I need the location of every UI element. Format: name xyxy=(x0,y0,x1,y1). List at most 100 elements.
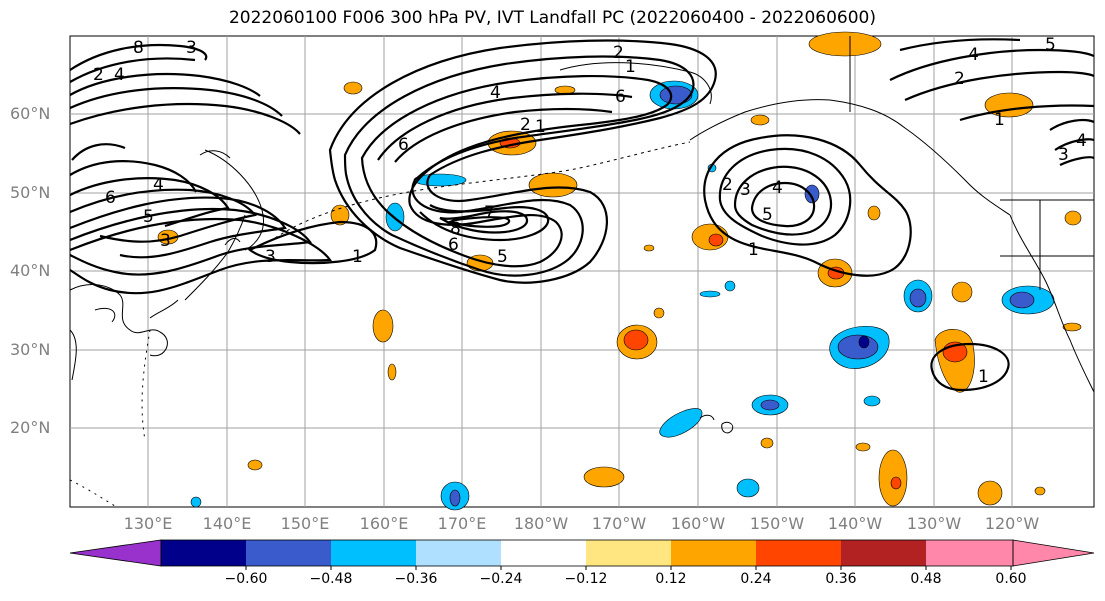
contour-label: 4 xyxy=(153,175,164,195)
contour-label: 6 xyxy=(105,188,116,208)
contour-label: 7 xyxy=(484,203,495,223)
lon-label: 140°E xyxy=(202,514,252,533)
lon-label: 170°W xyxy=(591,514,647,533)
pv-contour-15 xyxy=(446,216,511,228)
map-title: 2022060100 F006 300 hPa PV, IVT Landfall… xyxy=(228,8,876,28)
negative-anomaly xyxy=(190,496,202,508)
pv-contour-9 xyxy=(69,87,301,135)
colorbar-segment xyxy=(501,540,586,566)
colorbar-outline xyxy=(160,539,1014,567)
contour-label: 4 xyxy=(490,83,501,103)
positive-anomaly xyxy=(343,81,363,95)
contour-label: 2 xyxy=(954,69,965,89)
colorbar-tick-label: 0.48 xyxy=(910,571,942,587)
pv-contour-18 xyxy=(718,147,852,246)
colorbar-segment xyxy=(1011,540,1013,566)
positive-anomaly xyxy=(1034,486,1046,496)
contour-label: 1 xyxy=(978,367,989,387)
positive-anomaly xyxy=(890,476,902,490)
positive-anomaly xyxy=(583,466,625,488)
positive-anomaly xyxy=(708,233,724,247)
positive-anomaly xyxy=(855,442,871,452)
pv-contour-5 xyxy=(69,177,230,228)
pv-contour-11 xyxy=(343,55,695,277)
positive-anomaly xyxy=(330,204,350,226)
positive-anomaly xyxy=(867,205,881,221)
pv-contour-13 xyxy=(377,92,633,242)
negative-anomaly xyxy=(699,290,721,298)
contour-label: 3 xyxy=(160,231,171,251)
contour-label: 2 xyxy=(93,65,104,85)
contour-label: 2 xyxy=(722,175,733,195)
ivt-shading xyxy=(157,31,1082,511)
contour-label: 3 xyxy=(265,247,276,267)
positive-anomaly xyxy=(1064,210,1082,226)
lat-label: 20°N xyxy=(10,418,51,437)
contour-label: 5 xyxy=(762,205,773,225)
pv-contour-3 xyxy=(69,196,287,259)
contour-labels: 8 2 4 3 6 4 5 3 3 1 6 4 2 1 8 7 6 5 2 1 … xyxy=(93,35,1087,387)
negative-anomaly xyxy=(909,288,927,308)
colorbar-segment xyxy=(246,540,331,566)
pv-contour-14 xyxy=(394,107,613,234)
pv-contour-2 xyxy=(69,207,312,276)
contour-label: 1 xyxy=(748,240,759,260)
lon-label: 160°W xyxy=(670,514,726,533)
positive-anomaly xyxy=(643,244,655,252)
contour-label: 1 xyxy=(352,247,363,267)
pv-contour-17 xyxy=(703,134,912,277)
contour-label: 5 xyxy=(1045,35,1056,55)
negative-anomaly xyxy=(659,85,693,105)
negative-anomaly xyxy=(837,334,879,360)
contour-label: 4 xyxy=(1076,131,1087,151)
colorbar-segment xyxy=(926,540,1011,566)
lon-label: 180°W xyxy=(513,514,569,533)
contour-label: 5 xyxy=(143,207,154,227)
positive-anomaly xyxy=(653,307,665,319)
canada-border xyxy=(849,36,1094,290)
colorbar-segment xyxy=(331,540,416,566)
negative-anomaly xyxy=(659,408,703,438)
colorbar-tick-label: 0.12 xyxy=(655,571,687,587)
colorbar-segment xyxy=(161,540,246,566)
negative-anomaly xyxy=(804,184,820,204)
contour-label: 2 xyxy=(613,43,624,63)
lat-label: 60°N xyxy=(10,104,51,123)
pv-contour-16 xyxy=(247,220,378,265)
colorbar-extend-low xyxy=(69,539,162,567)
asia-coastline xyxy=(69,284,168,381)
hawaii-islands xyxy=(699,414,734,434)
pv-contour-1 xyxy=(69,217,332,295)
lon-label: 140°W xyxy=(827,514,883,533)
negative-anomaly xyxy=(736,478,760,498)
pv-contour-19 xyxy=(733,165,833,236)
colorbar-tick-label: 0.60 xyxy=(995,571,1027,587)
pv-contours xyxy=(69,38,1095,392)
lon-label: 150°W xyxy=(749,514,805,533)
colorbar-tick-label: 0.36 xyxy=(825,571,857,587)
positive-anomaly xyxy=(750,114,770,126)
contour-label: 1 xyxy=(994,110,1005,130)
colorbar-tick-marks xyxy=(245,566,1012,570)
north-america-coastline xyxy=(1009,214,1095,393)
contour-label: 4 xyxy=(772,178,783,198)
colorbar-segment xyxy=(416,540,501,566)
negative-anomaly xyxy=(858,335,870,349)
colorbar-segment xyxy=(841,540,926,566)
lon-label: 170°E xyxy=(437,514,487,533)
colorbar-tick-label: −0.24 xyxy=(479,571,523,587)
lat-label: 30°N xyxy=(10,340,51,359)
lon-label: 150°E xyxy=(280,514,330,533)
gridlines xyxy=(70,36,1094,507)
pv-contour-10 xyxy=(328,39,717,284)
contour-label: 6 xyxy=(615,87,626,107)
colorbar-tick-label: −0.48 xyxy=(309,571,353,587)
negative-anomaly xyxy=(449,489,461,507)
pv-contour-6 xyxy=(69,160,197,193)
positive-anomaly xyxy=(623,329,649,351)
negative-anomaly xyxy=(760,399,780,411)
colorbar-segment xyxy=(671,540,756,566)
colorbar xyxy=(69,539,1095,570)
colorbar-tick-label: −0.12 xyxy=(564,571,608,587)
lat-label: 50°N xyxy=(10,183,51,202)
